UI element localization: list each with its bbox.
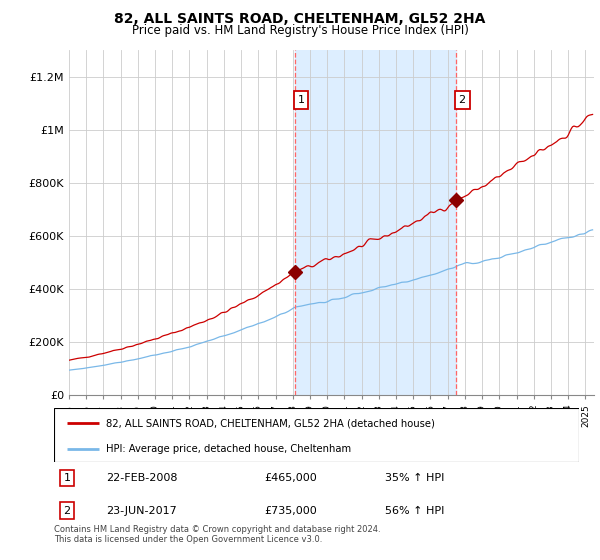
Text: 82, ALL SAINTS ROAD, CHELTENHAM, GL52 2HA (detached house): 82, ALL SAINTS ROAD, CHELTENHAM, GL52 2H… — [107, 418, 436, 428]
Text: £735,000: £735,000 — [264, 506, 317, 516]
Text: 1: 1 — [298, 95, 305, 105]
Bar — [295, 50, 456, 395]
Text: 2: 2 — [64, 506, 71, 516]
Text: Price paid vs. HM Land Registry's House Price Index (HPI): Price paid vs. HM Land Registry's House … — [131, 24, 469, 36]
Text: 56% ↑ HPI: 56% ↑ HPI — [385, 506, 444, 516]
Text: HPI: Average price, detached house, Cheltenham: HPI: Average price, detached house, Chel… — [107, 444, 352, 454]
Text: 1: 1 — [64, 473, 71, 483]
FancyBboxPatch shape — [54, 408, 579, 462]
Text: Contains HM Land Registry data © Crown copyright and database right 2024.
This d: Contains HM Land Registry data © Crown c… — [54, 525, 380, 544]
Text: 2: 2 — [458, 95, 466, 105]
Text: 82, ALL SAINTS ROAD, CHELTENHAM, GL52 2HA: 82, ALL SAINTS ROAD, CHELTENHAM, GL52 2H… — [115, 12, 485, 26]
Text: 23-JUN-2017: 23-JUN-2017 — [107, 506, 177, 516]
Text: 22-FEB-2008: 22-FEB-2008 — [107, 473, 178, 483]
Text: 35% ↑ HPI: 35% ↑ HPI — [385, 473, 444, 483]
Text: £465,000: £465,000 — [264, 473, 317, 483]
